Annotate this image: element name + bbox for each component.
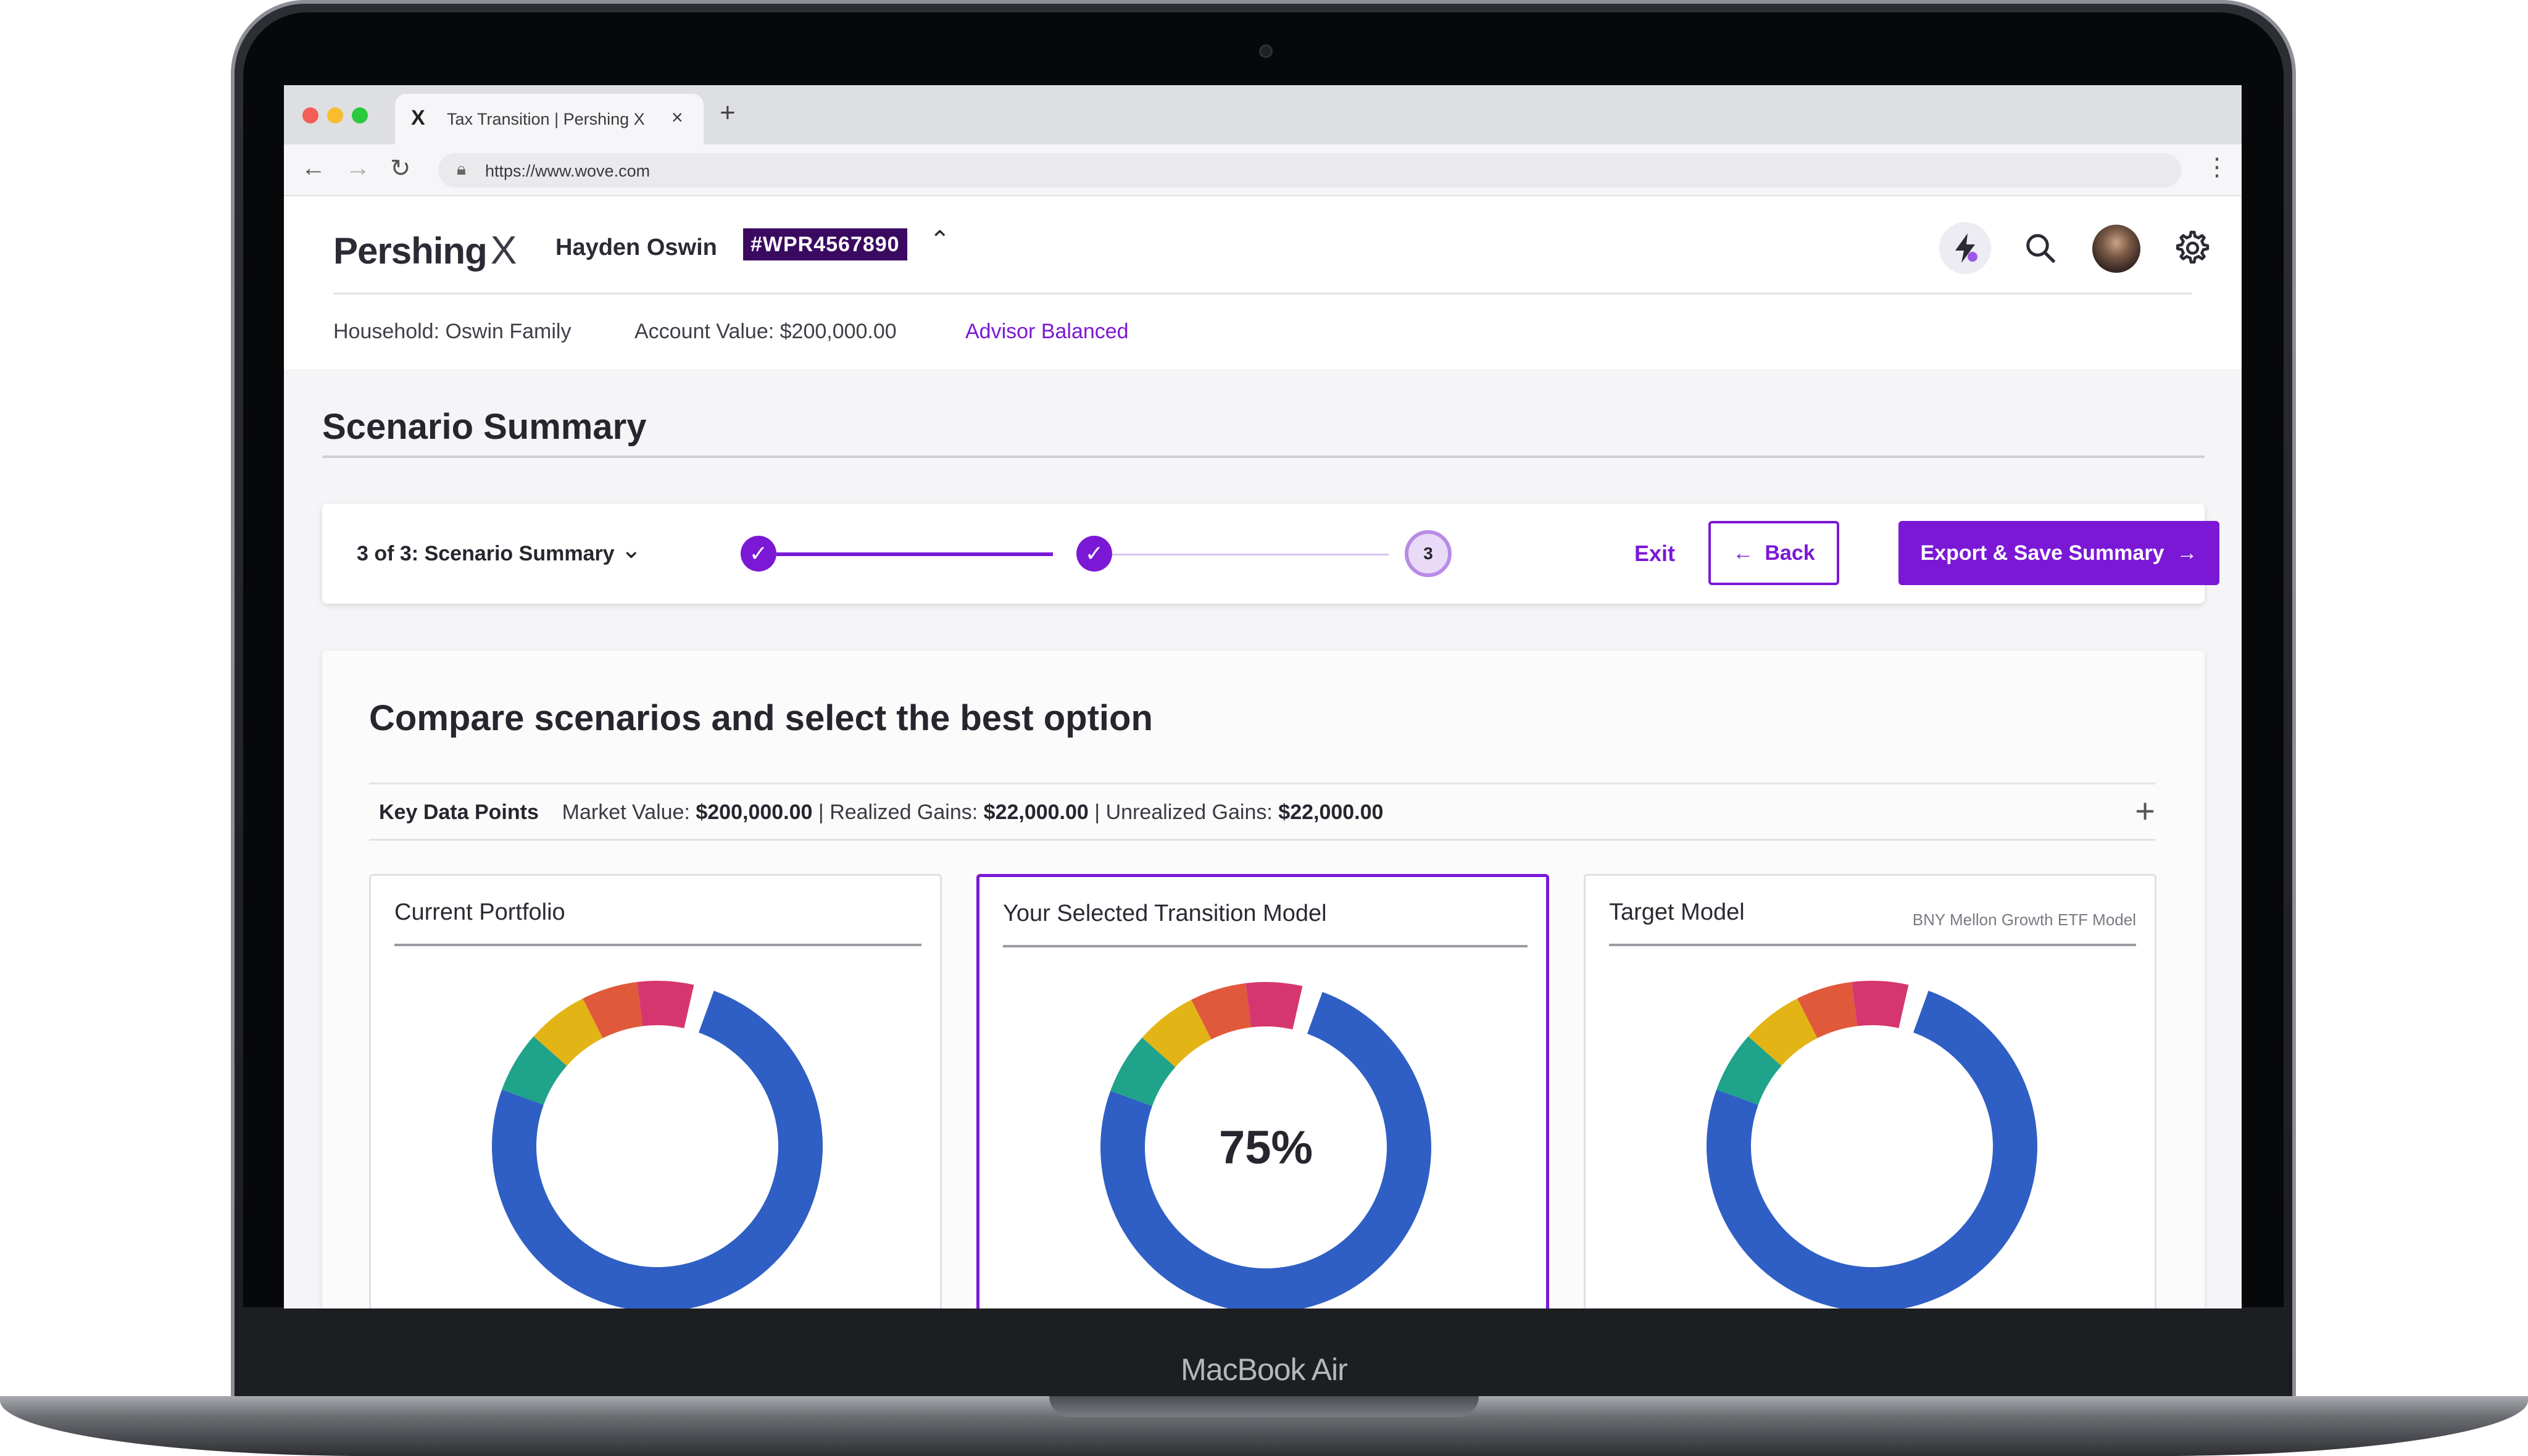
donut-segment-4 bbox=[1191, 983, 1252, 1040]
expand-plus-icon[interactable]: + bbox=[2135, 791, 2155, 830]
advisor-balanced-link[interactable]: Advisor Balanced bbox=[965, 320, 1129, 343]
donut-segment-2 bbox=[502, 1036, 567, 1105]
household-label: Household: Oswin Family bbox=[333, 320, 572, 343]
allocation-donut bbox=[1100, 982, 1431, 1308]
browser-tab[interactable]: X Tax Transition | Pershing X × bbox=[395, 94, 704, 144]
exit-button[interactable]: Exit bbox=[1634, 541, 1676, 566]
app-logo[interactable]: PershingX bbox=[333, 227, 517, 273]
allocation-donut bbox=[492, 981, 823, 1308]
donut-segment-5 bbox=[637, 981, 694, 1028]
camera-icon bbox=[1259, 44, 1273, 58]
app-header: PershingX Hayden Oswin #WPR4567890 ⌃ Hou… bbox=[284, 196, 2242, 369]
target-model-card[interactable]: Target Model BNY Mellon Growth ETF Model bbox=[1584, 874, 2156, 1308]
target-model-name: BNY Mellon Growth ETF Model bbox=[1912, 910, 2136, 929]
realized-gains-label: Realized Gains: bbox=[830, 801, 978, 824]
key-data-points-bar: Key Data Points Market Value: $200,000.0… bbox=[369, 783, 2155, 841]
donut-center-label bbox=[491, 980, 824, 1308]
back-button-label: Back bbox=[1765, 541, 1815, 565]
donut-segment-4 bbox=[583, 981, 643, 1039]
account-value-label: Account Value: $200,000.00 bbox=[634, 320, 897, 343]
key-data-points: Key Data Points Market Value: $200,000.0… bbox=[379, 801, 1383, 825]
address-bar[interactable]: 🔒︎ https://www.wove.com bbox=[438, 153, 2181, 188]
unrealized-gains-label: Unrealized Gains: bbox=[1105, 801, 1273, 824]
lightning-icon[interactable] bbox=[1939, 222, 1991, 274]
reload-icon[interactable]: ↻ bbox=[390, 155, 411, 182]
new-tab-button[interactable]: + bbox=[720, 98, 736, 128]
laptop-chin bbox=[238, 1307, 2289, 1401]
close-window-button[interactable] bbox=[302, 107, 318, 123]
card-divider bbox=[1003, 945, 1528, 947]
header-divider bbox=[333, 293, 2192, 294]
step-1-check-icon[interactable]: ✓ bbox=[741, 536, 776, 572]
step-selector[interactable]: 3 of 3: Scenario Summary bbox=[357, 542, 615, 565]
card-title: Target Model bbox=[1609, 899, 1745, 925]
donut-center-label: 75% bbox=[1218, 1121, 1313, 1174]
current-portfolio-card[interactable]: Current Portfolio bbox=[369, 874, 942, 1308]
forward-arrow-icon[interactable]: → bbox=[346, 154, 370, 181]
donut-segment-5 bbox=[1852, 981, 1909, 1028]
compare-scenarios-panel: Compare scenarios and select the best op… bbox=[322, 651, 2205, 1308]
card-title: Your Selected Transition Model bbox=[1003, 901, 1327, 926]
tab-close-icon[interactable]: × bbox=[672, 106, 683, 128]
separator: | bbox=[1094, 801, 1100, 824]
logo-text: Pershing bbox=[333, 230, 488, 272]
step-3-current[interactable]: 3 bbox=[1405, 530, 1452, 577]
back-button[interactable]: ← Back bbox=[1708, 521, 1839, 585]
chevron-down-icon[interactable]: ⌄ bbox=[621, 536, 642, 564]
title-divider bbox=[322, 456, 2205, 458]
donut-segment-3 bbox=[533, 998, 603, 1066]
donut-segment-2 bbox=[1110, 1038, 1176, 1106]
client-name: Hayden Oswin bbox=[555, 235, 717, 260]
account-id-badge: #WPR4567890 bbox=[743, 228, 907, 260]
separator: | bbox=[818, 801, 824, 824]
avatar[interactable] bbox=[2092, 225, 2140, 273]
market-value: $200,000.00 bbox=[696, 801, 813, 824]
card-divider bbox=[1609, 944, 2136, 946]
market-value-label: Market Value: bbox=[562, 801, 690, 824]
donut-segment-2 bbox=[1716, 1036, 1782, 1105]
export-button-label: Export & Save Summary bbox=[1920, 541, 2164, 565]
compare-title: Compare scenarios and select the best op… bbox=[369, 698, 1153, 738]
browser-toolbar: ← → ↻ 🔒︎ https://www.wove.com ⋮ bbox=[284, 144, 2242, 196]
arrow-right-icon: → bbox=[2176, 541, 2198, 565]
step-connector-complete bbox=[776, 552, 1053, 556]
selected-transition-model-card[interactable]: Your Selected Transition Model 75% bbox=[976, 874, 1549, 1308]
device-brand: MacBook Air bbox=[1181, 1352, 1348, 1387]
url-text: https://www.wove.com bbox=[485, 162, 651, 180]
donut-center-label bbox=[1705, 980, 2039, 1308]
realized-gains-value: $22,000.00 bbox=[983, 801, 1089, 824]
donut-segment-3 bbox=[1748, 998, 1818, 1066]
browser-menu-icon[interactable]: ⋮ bbox=[2205, 154, 2229, 181]
donut-segment-4 bbox=[1797, 981, 1858, 1039]
chevron-up-icon[interactable]: ⌃ bbox=[929, 227, 950, 254]
card-title: Current Portfolio bbox=[394, 899, 565, 925]
donut-segment-5 bbox=[1245, 982, 1303, 1030]
favicon-icon: X bbox=[411, 106, 425, 130]
arrow-left-icon: ← bbox=[1732, 541, 1754, 565]
search-icon[interactable] bbox=[2014, 222, 2066, 274]
minimize-window-button[interactable] bbox=[327, 107, 343, 123]
back-arrow-icon[interactable]: ← bbox=[301, 154, 326, 181]
allocation-donut bbox=[1707, 981, 2037, 1308]
progress-stepper: 3 of 3: Scenario Summary ⌄ ✓ ✓ 3 Exit ← … bbox=[322, 504, 2219, 604]
step-2-check-icon[interactable]: ✓ bbox=[1076, 536, 1112, 572]
main-content: Scenario Summary 3 of 3: Scenario Summar… bbox=[284, 369, 2242, 1308]
logo-mark: X bbox=[490, 228, 517, 272]
export-save-summary-button[interactable]: Export & Save Summary → bbox=[1898, 521, 2219, 585]
page-title: Scenario Summary bbox=[322, 407, 647, 447]
screen: X Tax Transition | Pershing X × + ← → ↻ … bbox=[284, 85, 2242, 1308]
browser-tab-bar: X Tax Transition | Pershing X × + bbox=[284, 85, 2242, 144]
laptop-notch bbox=[1049, 1396, 1479, 1417]
tab-title: Tax Transition | Pershing X bbox=[447, 110, 645, 128]
key-data-label: Key Data Points bbox=[379, 801, 539, 824]
lock-icon: 🔒︎ bbox=[457, 159, 466, 178]
step-connector-pending bbox=[1112, 554, 1389, 555]
donut-segment-3 bbox=[1142, 999, 1212, 1067]
unrealized-gains-value: $22,000.00 bbox=[1278, 801, 1384, 824]
card-divider bbox=[394, 944, 921, 946]
gear-icon[interactable] bbox=[2165, 222, 2217, 274]
maximize-window-button[interactable] bbox=[352, 107, 368, 123]
